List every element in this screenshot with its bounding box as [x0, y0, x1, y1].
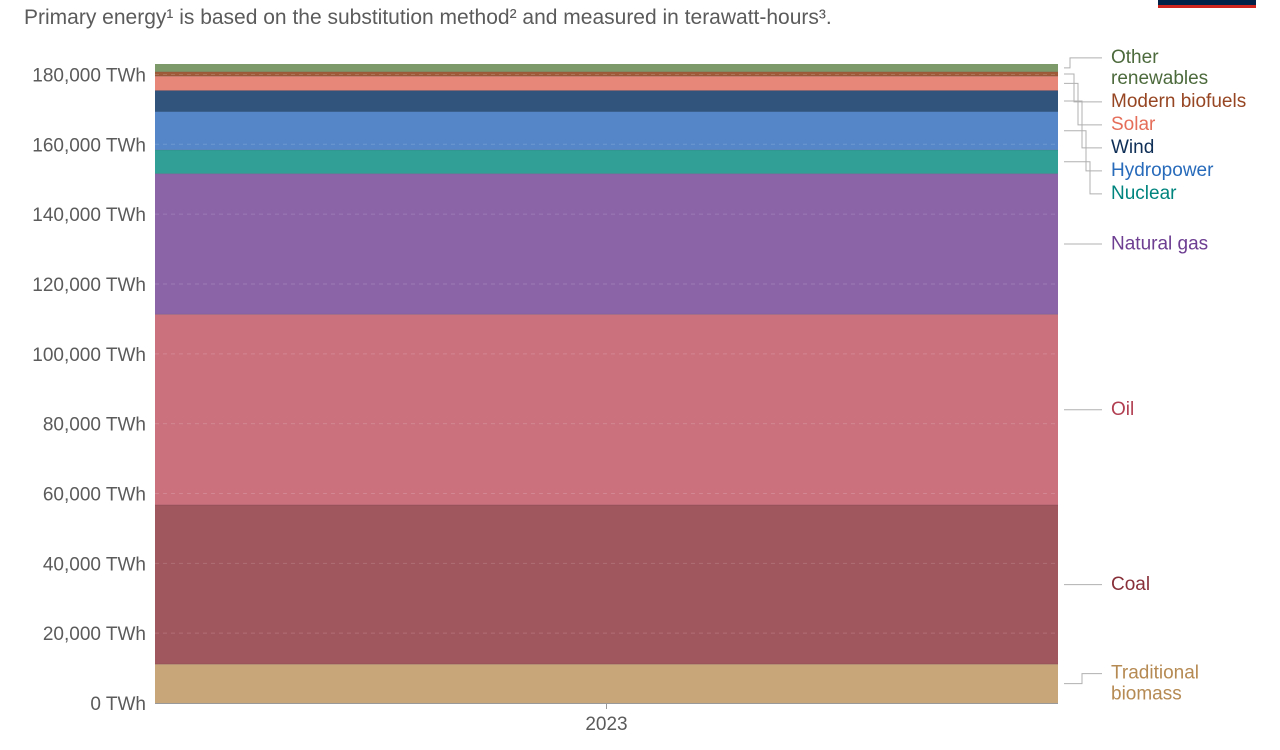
bar-segment[interactable] — [155, 76, 1058, 91]
y-axis: 0 TWh 20,000 TWh 40,000 TWh 60,000 TWh 80,00… — [32, 65, 146, 715]
bar-segment[interactable] — [155, 664, 1058, 703]
bar-segment[interactable] — [155, 71, 1058, 77]
leader-line — [1064, 130, 1102, 172]
bar-segments — [155, 64, 1058, 703]
chart-subtitle: Primary energy¹ is based on the substitu… — [24, 6, 832, 29]
legend-label: Natural gas — [1111, 234, 1208, 255]
legend-label: Modern biofuels — [1111, 91, 1246, 112]
legend-label: biomass — [1111, 684, 1182, 705]
y-tick-label: 60,000 TWh — [43, 484, 146, 505]
legend-label: renewables — [1111, 68, 1208, 89]
legend-item[interactable]: Nuclear — [1064, 161, 1177, 204]
y-tick-label: 80,000 TWh — [43, 415, 146, 436]
y-tick-label: 160,000 TWh — [32, 135, 146, 156]
bar-segment[interactable] — [155, 173, 1058, 315]
y-tick-label: 20,000 TWh — [43, 624, 146, 645]
bar-segment[interactable] — [155, 111, 1058, 150]
legend-item[interactable]: Wind — [1064, 100, 1154, 158]
bar-segment[interactable] — [155, 90, 1058, 112]
legend-item[interactable]: Natural gas — [1064, 234, 1208, 255]
bar-segment[interactable] — [155, 314, 1058, 506]
leader-line — [1064, 82, 1102, 126]
leader-line — [1064, 161, 1102, 195]
legend-item[interactable]: Coal — [1064, 574, 1150, 595]
x-axis: 2023 — [155, 703, 1058, 735]
y-tick-label: 120,000 TWh — [32, 275, 146, 296]
y-tick-label: 40,000 TWh — [43, 554, 146, 575]
bar-segment[interactable] — [155, 149, 1058, 174]
legend-label: Solar — [1111, 114, 1156, 135]
legend-item[interactable]: Solar — [1064, 82, 1156, 135]
leader-line — [1064, 100, 1102, 149]
x-tick-label: 2023 — [585, 714, 627, 735]
legend-label: Nuclear — [1111, 183, 1177, 204]
legend-label: Coal — [1111, 574, 1150, 595]
legend-label: Traditional — [1111, 663, 1199, 684]
y-tick-label: 140,000 TWh — [32, 205, 146, 226]
legend-item[interactable]: Hydropower — [1064, 130, 1214, 181]
leader-line — [1064, 673, 1102, 685]
legend-label: Wind — [1111, 137, 1154, 158]
legend-item[interactable]: Oil — [1064, 399, 1134, 420]
legend-label: Oil — [1111, 399, 1134, 420]
bar-segment[interactable] — [155, 64, 1058, 72]
legend-label: Other — [1111, 47, 1159, 68]
y-tick-label: 180,000 TWh — [32, 65, 146, 86]
y-tick-label: 0 TWh — [90, 694, 146, 715]
y-tick-label: 100,000 TWh — [32, 345, 146, 366]
owid-logo-strip — [1158, 0, 1256, 8]
legend-label: Hydropower — [1111, 160, 1214, 181]
legend-item[interactable]: Modern biofuels — [1064, 73, 1246, 112]
leader-line — [1064, 57, 1102, 69]
leader-line — [1064, 73, 1102, 103]
bar-segment[interactable] — [155, 505, 1058, 665]
